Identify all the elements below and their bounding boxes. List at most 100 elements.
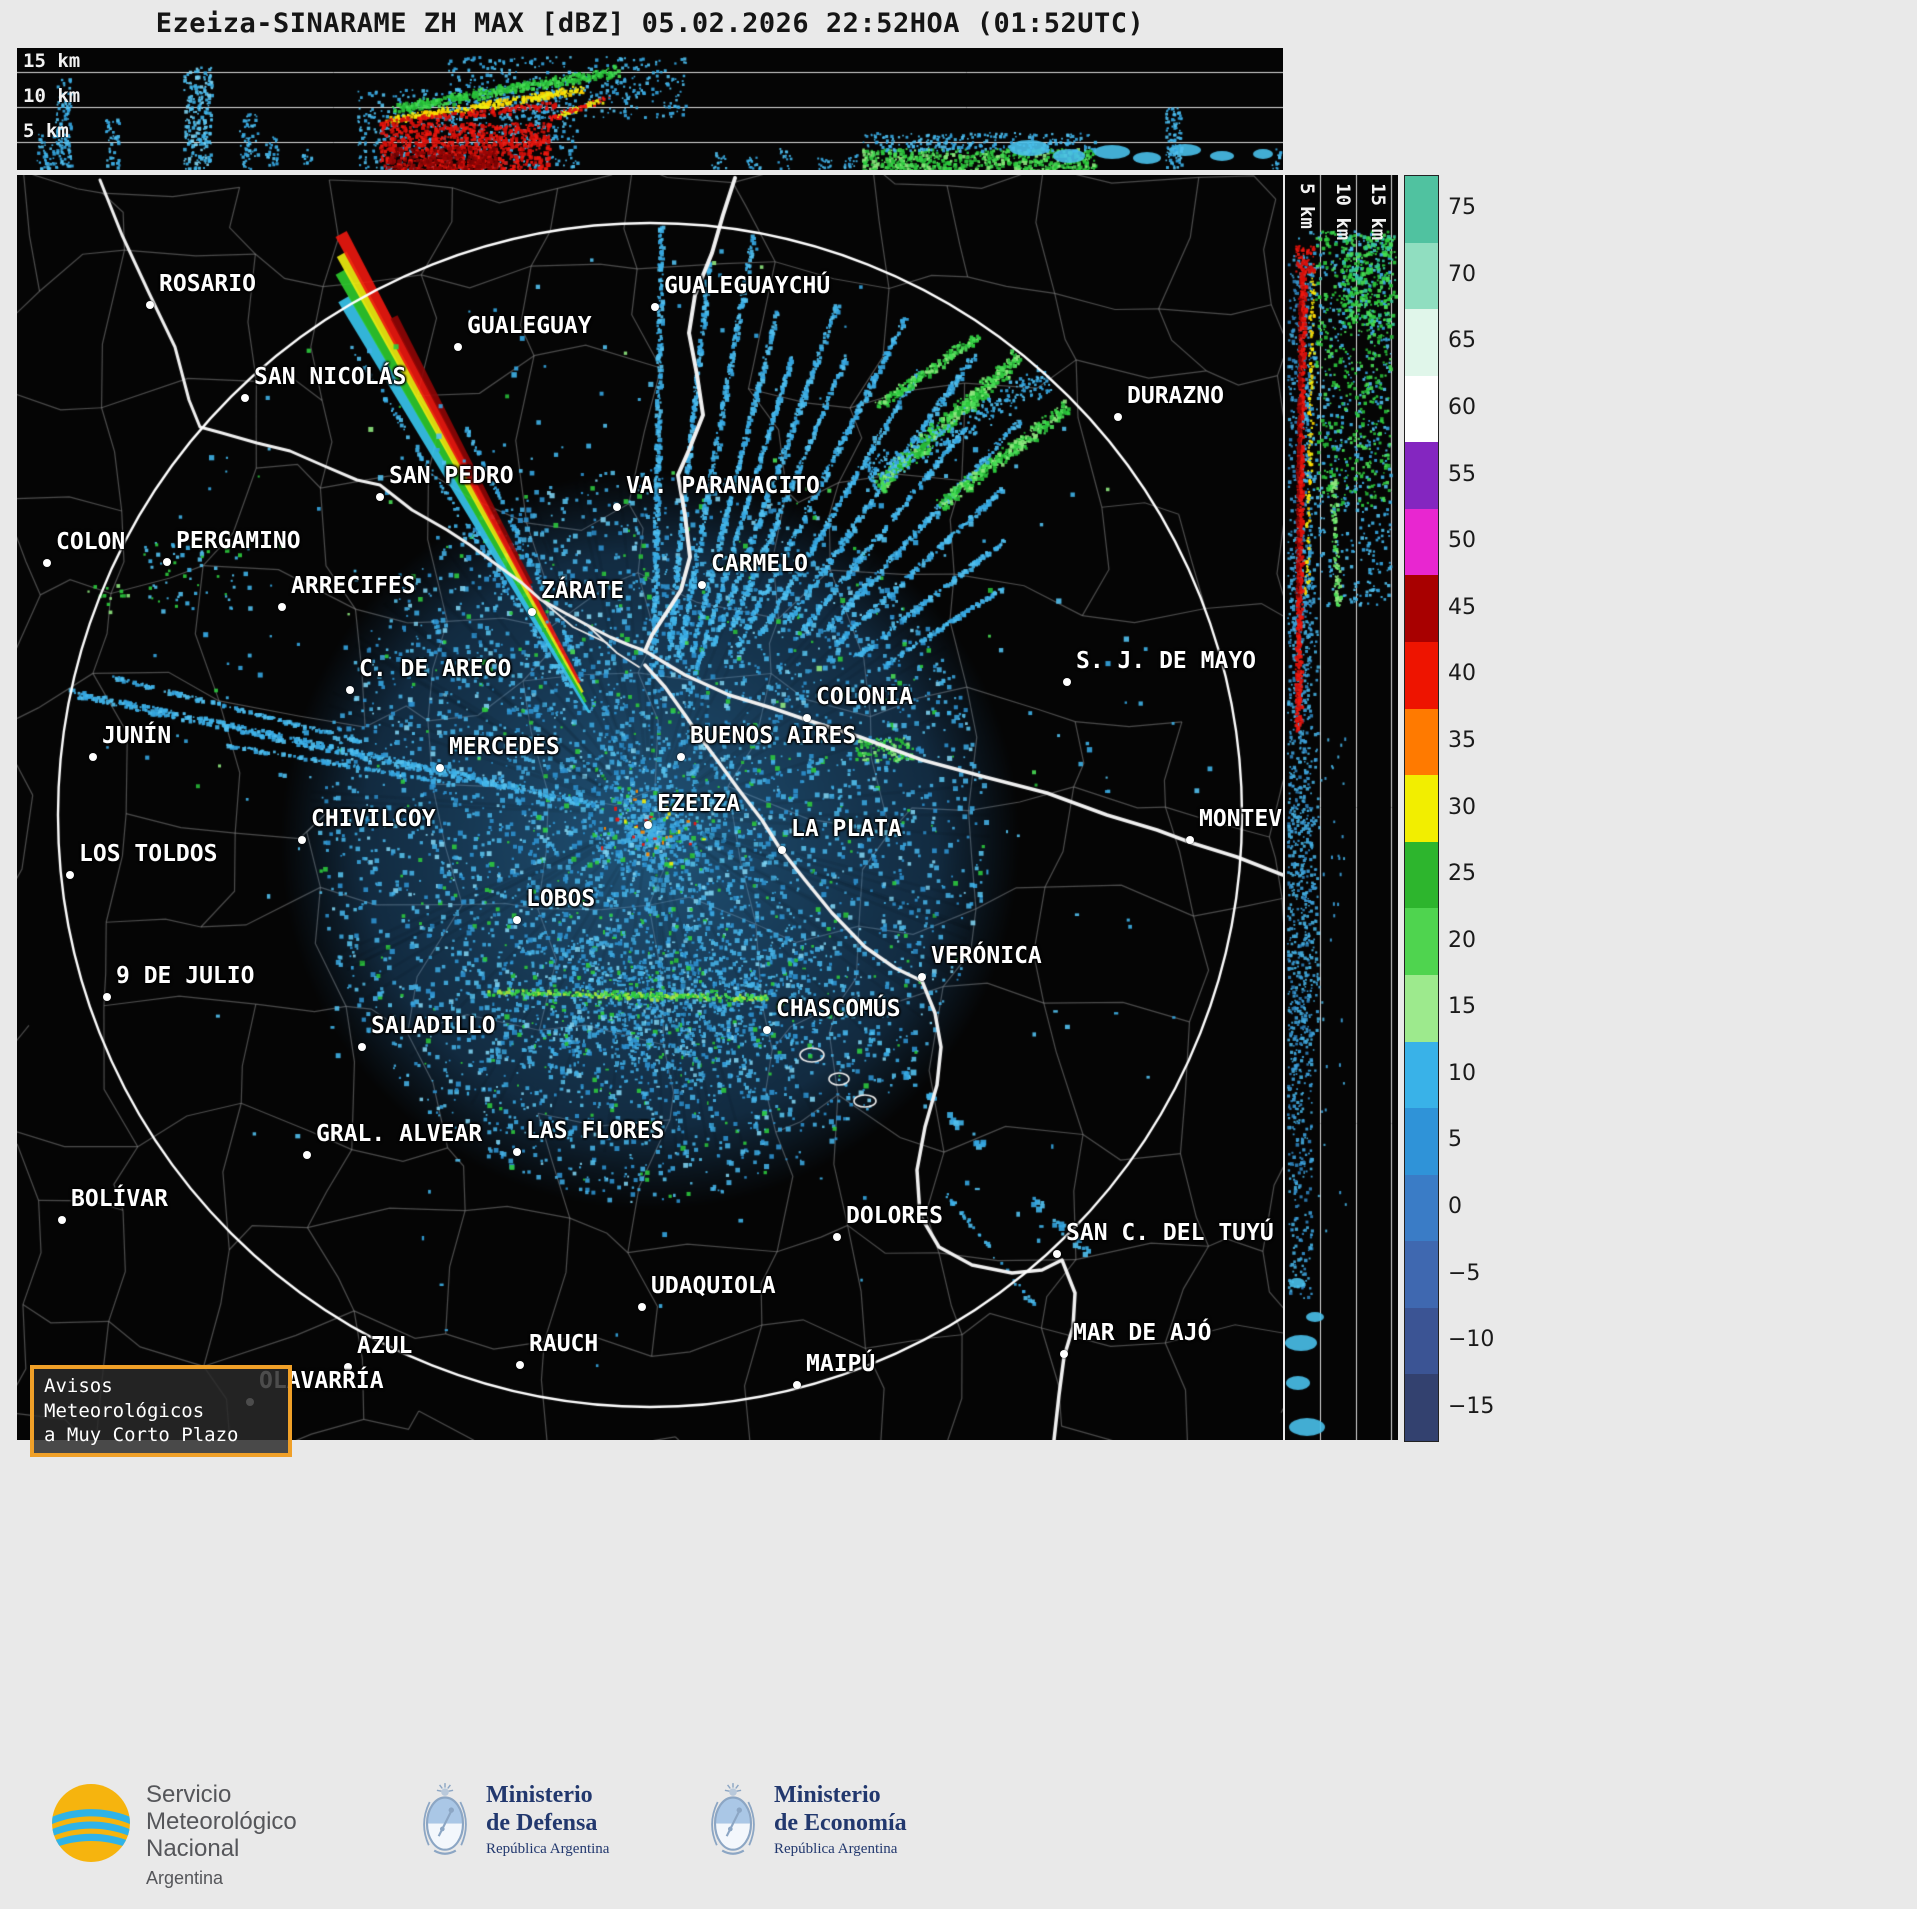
city-dot — [613, 503, 621, 511]
altitude-label: 15 km — [23, 50, 81, 72]
city-dot — [651, 303, 659, 311]
city-dot — [303, 1151, 311, 1159]
colorbar-tick-label: 60 — [1448, 395, 1476, 421]
colorbar-tick-label: 15 — [1448, 994, 1476, 1020]
city-label: LOS TOLDOS — [79, 841, 218, 867]
colorbar-segment — [1405, 575, 1438, 643]
city-label: DURAZNO — [1127, 383, 1224, 409]
smn-country: Argentina — [146, 1867, 224, 1888]
colorbar-segment — [1405, 375, 1438, 443]
radar-map-canvas — [17, 175, 1283, 1440]
city-label: CHIVILCOY — [311, 806, 436, 832]
colorbar-tick-label: 5 — [1448, 1127, 1462, 1153]
radar-map-panel: ROSARIO GUALEGUAYCHÚ GUALEGUAY SAN NICOLÁS D… — [17, 175, 1283, 1440]
colorbar-tick-label: 55 — [1448, 461, 1476, 487]
smn-line-3: Nacional — [146, 1834, 240, 1862]
city-label: MAIPÚ — [806, 1351, 876, 1377]
city-dot — [298, 836, 306, 844]
smn-line-1: Servicio — [146, 1781, 232, 1808]
colorbar-tick-label: 20 — [1448, 927, 1476, 953]
city-dot — [528, 608, 536, 616]
cross-section-right-panel: 5 km 10 km 15 km — [1285, 175, 1398, 1440]
city-label: AZUL — [357, 1333, 413, 1359]
colorbar-segment — [1405, 442, 1438, 510]
city-label: SAN NICOLÁS — [254, 364, 407, 390]
altitude-label: 5 km — [23, 120, 69, 142]
city-dot — [346, 686, 354, 694]
colorbar-tick-label: 0 — [1448, 1193, 1462, 1219]
city-label: GUALEGUAY — [467, 313, 592, 339]
page-title: Ezeiza-SINARAME ZH MAX [dBZ] 05.02.2026 … — [155, 8, 1145, 39]
city-label: LOBOS — [526, 886, 596, 912]
colorbar-segment — [1405, 908, 1438, 976]
city-dot — [1060, 1350, 1068, 1358]
city-dot — [358, 1043, 366, 1051]
colorbar-segment — [1405, 775, 1438, 843]
colorbar-tick-label: 30 — [1448, 794, 1476, 820]
colorbar-tick-label: 25 — [1448, 861, 1476, 887]
city-layer: ROSARIO GUALEGUAYCHÚ GUALEGUAY SAN NICOLÁS D… — [17, 175, 1283, 1440]
coat-of-arms-icon — [711, 1783, 755, 1855]
colorbar-segment — [1405, 508, 1438, 577]
city-label: CHASCOMÚS — [776, 996, 901, 1022]
city-label: BUENOS AIRES — [690, 723, 857, 749]
city-dot — [344, 1363, 352, 1371]
city-label: 9 DE JULIO — [116, 963, 255, 989]
city-label: LA PLATA — [791, 816, 902, 842]
economia-sub: República Argentina — [774, 1841, 898, 1858]
city-label: ARRECIFES — [291, 573, 416, 599]
city-label: COLONIA — [816, 684, 913, 710]
colorbar-tick-label: −10 — [1448, 1327, 1495, 1353]
city-label: EZEIZA — [657, 791, 741, 817]
city-label: VERÓNICA — [931, 943, 1042, 969]
warning-line-1: Avisos Meteorológicos — [44, 1375, 205, 1422]
colorbar-segment — [1405, 642, 1438, 710]
city-label: PERGAMINO — [176, 528, 301, 554]
colorbar-segment — [1405, 841, 1438, 909]
colorbar-segment — [1405, 1174, 1438, 1242]
ministerio-economia-brand: Ministerio de Economía República Argentin… — [706, 1782, 907, 1858]
colorbar-tick-label: 35 — [1448, 727, 1476, 753]
city-label: DOLORES — [846, 1203, 943, 1229]
city-dot — [644, 821, 652, 829]
altitude-label: 15 km — [1367, 183, 1389, 241]
economia-line-2: de Economía — [774, 1809, 907, 1836]
city-dot — [241, 394, 249, 402]
city-label: SAN PEDRO — [389, 463, 514, 489]
cross-section-top-canvas — [17, 48, 1283, 170]
defensa-sub: República Argentina — [486, 1841, 610, 1858]
colorbar-segment — [1405, 1374, 1438, 1441]
colorbar-segment — [1405, 1108, 1438, 1176]
city-dot — [278, 603, 286, 611]
city-dot — [793, 1381, 801, 1389]
colorbar — [1404, 175, 1439, 1442]
cross-section-right-canvas — [1285, 175, 1398, 1440]
city-dot — [778, 846, 786, 854]
city-label: MERCEDES — [449, 734, 560, 760]
city-dot — [638, 1303, 646, 1311]
city-label: CARMELO — [711, 551, 808, 577]
city-label: ROSARIO — [159, 271, 256, 297]
coat-of-arms-icon — [423, 1783, 467, 1855]
colorbar-tick-label: 65 — [1448, 328, 1476, 354]
city-dot — [698, 581, 706, 589]
city-dot — [516, 1361, 524, 1369]
city-dot — [66, 871, 74, 879]
city-label: MAR DE AJÓ — [1073, 1320, 1212, 1346]
city-dot — [43, 559, 51, 567]
city-label: UDAQUIOLA — [651, 1273, 776, 1299]
city-label: MONTEV — [1199, 806, 1283, 832]
city-dot — [454, 343, 462, 351]
city-dot — [146, 301, 154, 309]
city-label: C. DE ARECO — [359, 656, 512, 682]
colorbar-tick-label: −5 — [1448, 1260, 1481, 1286]
city-label: LAS FLORES — [526, 1118, 665, 1144]
colorbar-segment — [1405, 176, 1438, 244]
smn-name: Servicio Meteorológico Nacional — [146, 1781, 297, 1863]
colorbar-segment — [1405, 708, 1438, 776]
smn-line-2: Meteorológico — [146, 1807, 297, 1835]
city-label: ZÁRATE — [541, 578, 625, 604]
city-dot — [803, 714, 811, 722]
city-label: JUNÍN — [102, 723, 172, 749]
